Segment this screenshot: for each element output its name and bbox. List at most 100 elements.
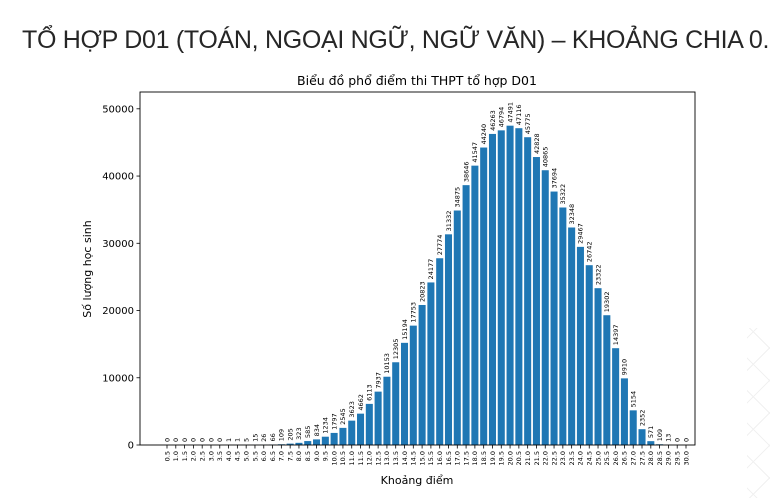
x-tick-label: 25.0 (594, 451, 602, 465)
x-tick-label: 11.0 (348, 451, 356, 465)
bar-value-label: 35322 (559, 184, 567, 205)
x-tick-label: 1.5 (181, 451, 189, 461)
bar-value-label: 47116 (515, 105, 523, 126)
bar-value-label: 585 (304, 426, 312, 438)
bar-value-label: 3623 (348, 401, 356, 418)
x-tick-label: 18.5 (480, 451, 488, 465)
bar-value-label: 0 (198, 438, 206, 442)
bar (568, 227, 575, 445)
bar (515, 128, 522, 445)
bar-value-label: 0 (163, 438, 171, 442)
x-tick-label: 1.0 (172, 451, 180, 461)
bar (577, 247, 584, 445)
bar-value-label: 46263 (489, 110, 497, 131)
bar-value-label: 0 (190, 438, 198, 442)
bar (630, 410, 637, 445)
x-tick-label: 20.0 (506, 451, 514, 465)
slide-title: TỔ HỢP D01 (TOÁN, NGOẠI NGỮ, NGỮ VĂN) – … (22, 26, 770, 55)
bar-value-label: 38646 (462, 161, 470, 182)
bar-value-label: 1234 (322, 417, 330, 434)
bar (507, 126, 514, 445)
bar (542, 170, 549, 445)
bar-value-label: 0 (172, 438, 180, 442)
bar-value-label: 323 (295, 427, 303, 439)
bar (498, 130, 505, 445)
bar (313, 439, 320, 445)
bar-value-label: 109 (278, 429, 286, 441)
x-tick-label: 9.0 (313, 451, 321, 461)
bar-value-label: 834 (313, 424, 321, 436)
bar-value-label: 0 (674, 438, 682, 442)
x-tick-label: 24.0 (577, 451, 585, 465)
bar-value-label: 1 (234, 438, 242, 442)
x-tick-label: 2.0 (190, 451, 198, 461)
bar (489, 134, 496, 445)
x-tick-label: 27.5 (638, 451, 646, 465)
bar (366, 404, 373, 445)
bar (454, 211, 461, 445)
bar-value-label: 2545 (339, 408, 347, 425)
bar-value-label: 571 (647, 426, 655, 438)
x-tick-label: 8.0 (295, 451, 303, 461)
x-tick-label: 21.0 (524, 451, 532, 465)
x-tick-label: 12.5 (374, 451, 382, 465)
x-tick-label: 26.0 (612, 451, 620, 465)
bar-chart: Biểu đồ phổ điểm thi THPT tổ hợp D01 Kho… (75, 66, 747, 498)
bar-value-label: 14397 (612, 325, 620, 346)
bar-value-label: 109 (656, 429, 664, 441)
bar (463, 185, 470, 445)
bar (401, 343, 408, 445)
x-tick-label: 0.5 (163, 451, 171, 461)
bar (375, 392, 382, 445)
axes-frame (140, 92, 695, 445)
bar-value-label: 7937 (374, 372, 382, 389)
x-tick-label: 28.0 (647, 451, 655, 465)
x-tick-label: 9.5 (322, 451, 330, 461)
x-tick-label: 17.5 (462, 451, 470, 465)
x-tick-label: 23.0 (559, 451, 567, 465)
x-tick-label: 25.5 (603, 451, 611, 465)
bar-value-label: 9910 (621, 359, 629, 376)
y-tick-label: 20000 (102, 306, 134, 317)
bar-value-label: 20823 (418, 281, 426, 302)
x-tick-label: 27.0 (630, 451, 638, 465)
bar-value-label: 45775 (524, 114, 532, 135)
bar (595, 288, 602, 445)
bar (621, 378, 628, 445)
x-tick-label: 7.5 (286, 451, 294, 461)
bar (480, 148, 487, 445)
x-tick-label: 13.5 (392, 451, 400, 465)
bar (551, 192, 558, 445)
bar-value-label: 6113 (366, 384, 374, 401)
bar-value-label: 47491 (506, 102, 514, 123)
x-tick-label: 6.0 (260, 451, 268, 461)
x-tick-label: 3.5 (216, 451, 224, 461)
bar (348, 421, 355, 445)
x-tick-label: 13.0 (383, 451, 391, 465)
bar-value-label: 10153 (383, 353, 391, 374)
bar (436, 258, 443, 445)
x-axis-label: Khoảng điểm (381, 474, 454, 487)
x-tick-label: 21.5 (533, 451, 541, 465)
bar-value-label: 46794 (498, 107, 506, 128)
y-tick-label: 50000 (102, 104, 134, 115)
bar (322, 437, 329, 445)
bar-value-label: 19302 (603, 292, 611, 313)
bar-value-label: 42828 (533, 133, 541, 154)
x-tick-label: 5.5 (251, 451, 259, 461)
bar (339, 428, 346, 445)
bar-value-label: 66 (269, 433, 277, 441)
x-tick-label: 5.0 (242, 451, 250, 461)
x-tick-label: 2.5 (198, 451, 206, 461)
x-tick-label: 28.5 (656, 451, 664, 465)
bar-value-label: 15 (251, 434, 259, 442)
x-tick-label: 18.0 (471, 451, 479, 465)
bar (445, 234, 452, 445)
bar (647, 441, 654, 445)
bar (533, 157, 540, 445)
x-tick-label: 11.5 (357, 451, 365, 465)
bar-value-label: 41547 (471, 142, 479, 163)
bar (427, 282, 434, 445)
x-tick-label: 15.0 (418, 451, 426, 465)
